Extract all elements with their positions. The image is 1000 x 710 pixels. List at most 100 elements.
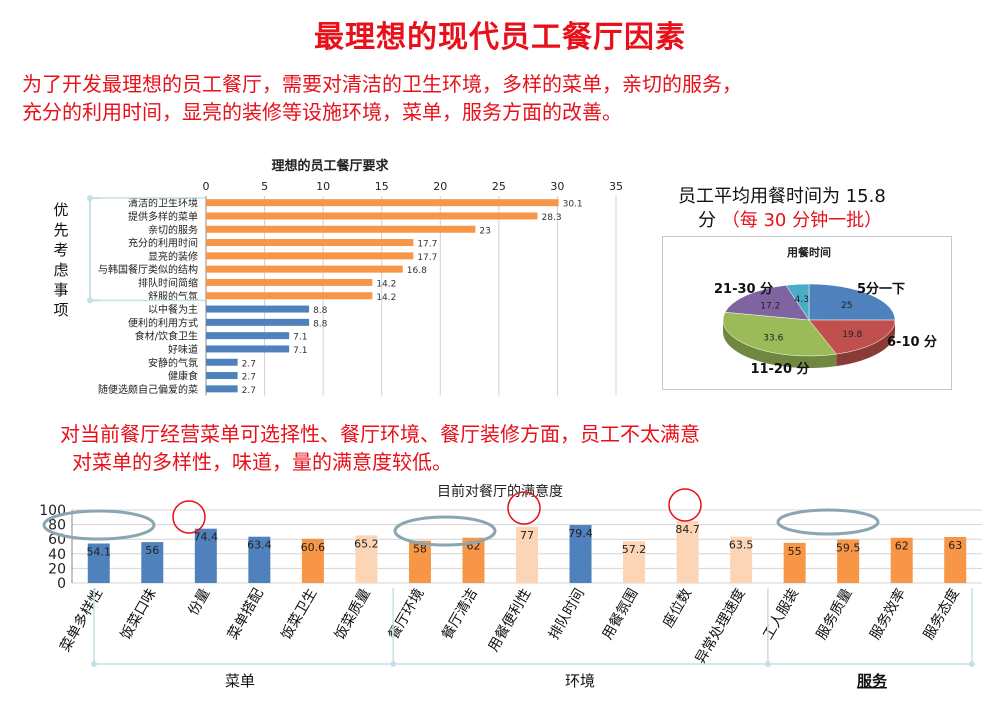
- hbar-bar: [206, 358, 238, 366]
- vbar-category-label: 服务态度: [921, 586, 963, 642]
- vbar-tick-label: 0: [57, 576, 66, 592]
- vbar-bar: [462, 537, 485, 583]
- hbar-category-label: 清洁的卫生环境: [128, 197, 198, 210]
- hbar-category-label: 安静的气氛: [148, 356, 198, 369]
- hbar-bar: [206, 252, 414, 260]
- hbar-value-label: 7.1: [293, 346, 307, 356]
- pie-value-label: 4.3: [795, 295, 809, 305]
- hbar-value-label: 16.8: [407, 266, 427, 276]
- avg-time-note: （每 30 分钟一批）: [721, 210, 883, 231]
- group-label: 菜单: [225, 672, 255, 690]
- avg-time-unit: 分: [698, 210, 716, 231]
- hbar-tick-label: 25: [492, 180, 506, 193]
- pie-slice: [722, 311, 837, 357]
- hbar-category-label: 提供多样的菜单: [128, 210, 198, 223]
- satisfaction-comment-1: 对当前餐厅经营菜单可选择性、餐厅环境、餐厅装修方面，员工不太满意: [60, 422, 700, 446]
- vbar-bar: [194, 528, 217, 583]
- vbar-value-label: 58: [413, 543, 427, 556]
- hbar-tick-label: 5: [261, 180, 268, 193]
- hbar-bar: [206, 292, 373, 300]
- vbar-bar: [944, 537, 967, 583]
- hbar-tick-label: 35: [609, 180, 623, 193]
- highlight-ellipse: [393, 515, 497, 547]
- vbar-category-label: 饭菜质量: [332, 586, 374, 642]
- priority-bracket-dot: [87, 297, 93, 304]
- priority-bracket: [89, 197, 100, 302]
- hbar-category-label: 健康食: [168, 370, 198, 383]
- hbar-value-label: 2.7: [242, 373, 256, 383]
- vbar-category-label: 餐厅环境: [386, 586, 428, 642]
- vbar-bar: [890, 537, 913, 583]
- avg-time-line-1: 员工平均用餐时间为 15.8: [678, 186, 886, 207]
- hbar-bar: [206, 318, 310, 326]
- vbar-bar: [87, 543, 110, 583]
- vbar-tick-label: 80: [48, 518, 66, 534]
- pie-slice: [808, 283, 896, 321]
- hbar-value-label: 7.1: [293, 333, 307, 343]
- pie-category-label: 6-10 分: [887, 334, 937, 350]
- hbar-bar: [206, 225, 476, 233]
- pie-slice-side: [836, 320, 895, 367]
- hbar-bar: [206, 345, 290, 353]
- hbar-category-label: 以中餐为主: [148, 303, 198, 316]
- vbar-value-label: 63.4: [247, 539, 272, 552]
- hbar-tick-label: 20: [433, 180, 447, 193]
- vbar-bar: [676, 521, 699, 583]
- hbar-value-label: 23: [479, 226, 490, 236]
- hbar-value-label: 17.7: [417, 253, 437, 263]
- vbar-category-label: 餐厅清洁: [439, 586, 481, 642]
- hbar-bar: [206, 305, 310, 313]
- vbar-value-label: 63.5: [729, 539, 754, 552]
- vbar-bar: [516, 526, 538, 583]
- hbar-value-label: 14.2: [376, 279, 396, 289]
- hbar-bar: [206, 332, 290, 340]
- vbar-tick-label: 40: [48, 547, 66, 563]
- intro-line-1: 为了开发最理想的员工餐厅，需要对清洁的卫生环境，多样的菜单，亲切的服务，: [22, 72, 742, 96]
- page-title: 最理想的现代员工餐厅因素: [314, 20, 686, 55]
- hbar-category-label: 食材/饮食卫生: [135, 330, 198, 343]
- vbar-category-label: 服务质量: [814, 586, 856, 642]
- priority-label: 优先考虑事项: [53, 201, 69, 319]
- vbar-bar: [837, 539, 860, 583]
- hbar-bar: [206, 239, 414, 247]
- hbar-bar: [206, 278, 373, 286]
- vbar-bar: [301, 538, 324, 583]
- vbar-category-label: 工人服装: [760, 586, 802, 642]
- ideal-requirements-chart: 理想的员工餐厅要求 0 5 10 15 20 25 30 35 清洁的卫生环境 30.1 提供多样的菜…: [87, 158, 623, 396]
- vbar-value-label: 60.6: [301, 541, 326, 554]
- vbar-category-label: 异常处理速度: [693, 586, 749, 667]
- hbar-bar: [206, 385, 238, 393]
- pie-title: 用餐时间: [787, 245, 831, 259]
- vbar-category-label: 用餐便利性: [486, 586, 535, 655]
- vbar-bar: [408, 540, 431, 583]
- hbar-category-label: 便利的利用方式: [128, 316, 198, 329]
- vbar-bar: [248, 536, 271, 583]
- vbar-bar: [141, 542, 164, 583]
- hbar-value-label: 8.8: [313, 319, 328, 329]
- highlight-circle: [668, 488, 702, 522]
- pie-value-label: 25: [841, 301, 852, 311]
- vbar-tick-label: 20: [48, 561, 66, 577]
- vbar-category-label: 份量: [185, 586, 213, 618]
- satisfaction-comment-2: 对菜单的多样性，味道，量的满意度较低。: [72, 450, 452, 474]
- vbar-category-label: 服务效率: [866, 586, 909, 643]
- pie-slice: [785, 283, 810, 321]
- vbar-category-label: 菜单多样性: [57, 586, 107, 655]
- hbar-value-label: 14.2: [376, 293, 396, 303]
- hbar-category-label: 显亮的装修: [148, 250, 198, 263]
- pie-category-label: 21-30 分: [714, 281, 773, 297]
- hbar-value-label: 28.3: [542, 213, 562, 223]
- vbar-value-label: 54.1: [87, 546, 112, 559]
- hbar-bar: [206, 212, 538, 220]
- priority-bracket-dot: [87, 195, 93, 201]
- hbar-value-label: 17.7: [417, 240, 437, 250]
- group-label: 服务: [857, 672, 888, 690]
- vbar-value-label: 63: [948, 539, 962, 552]
- intro-line-2: 充分的利用时间，显亮的装修等设施环境，菜单，服务方面的改善。: [22, 100, 622, 124]
- highlight-circle: [172, 500, 206, 534]
- vbar-value-label: 55: [788, 545, 802, 558]
- vbar-category-label: 饭菜口味: [118, 586, 160, 642]
- vbar-category-label: 菜单搭配: [225, 586, 267, 642]
- group-label: 环境: [565, 672, 595, 690]
- highlight-ellipse: [42, 509, 156, 541]
